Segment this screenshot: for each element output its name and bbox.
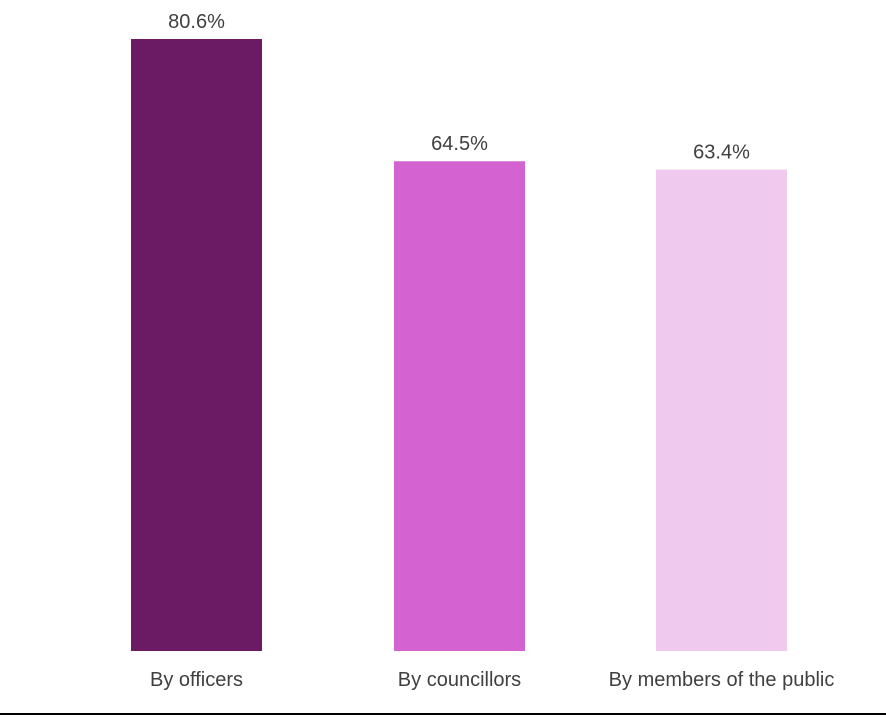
bar-1 bbox=[131, 39, 262, 651]
category-label-1: By officers bbox=[150, 669, 243, 691]
bar-value-label-3: 63.4% bbox=[693, 142, 750, 164]
data-labels: 80.6% 64.5% 63.4% bbox=[168, 11, 750, 164]
bars bbox=[131, 39, 787, 651]
category-label-3: By members of the public bbox=[609, 669, 835, 691]
category-axis-labels: By officers By councillors By members of t… bbox=[150, 669, 834, 691]
bar-2 bbox=[394, 161, 525, 651]
bar-3 bbox=[656, 169, 787, 651]
bar-value-label-1: 80.6% bbox=[168, 11, 225, 33]
category-label-2: By councillors bbox=[398, 669, 521, 691]
bar-value-label-2: 64.5% bbox=[431, 133, 488, 155]
